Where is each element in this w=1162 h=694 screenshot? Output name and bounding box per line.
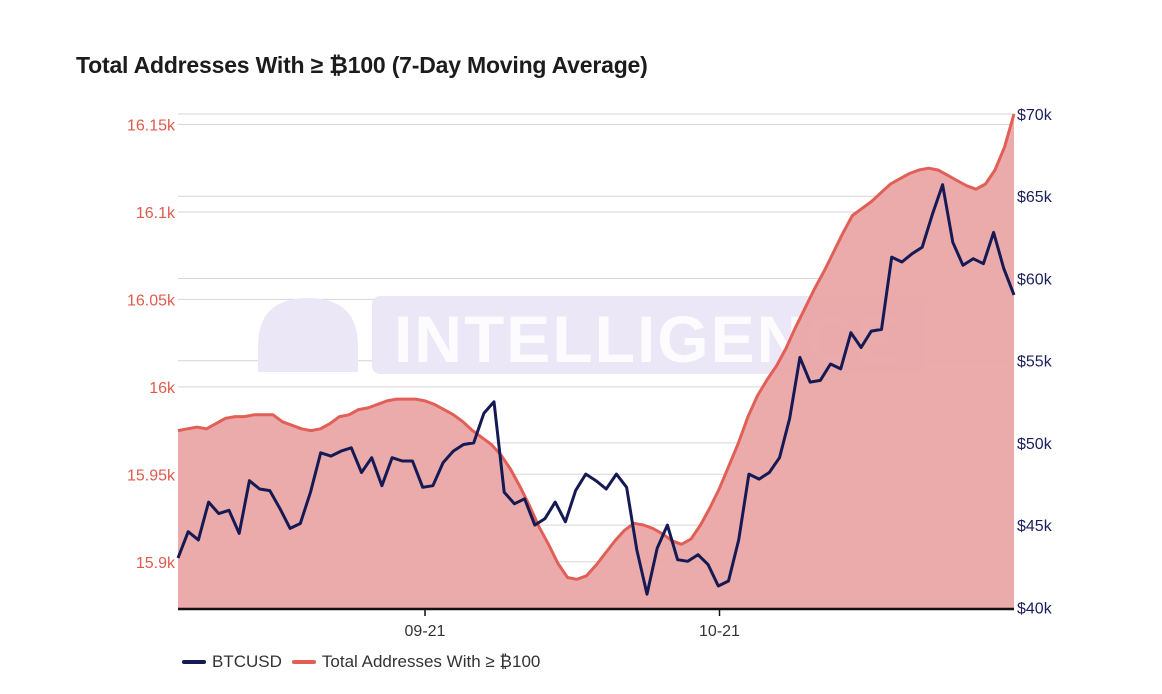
legend: BTCUSD Total Addresses With ≥ ₿100 — [182, 652, 540, 672]
left-tick-label: 16.15k — [127, 118, 176, 135]
right-axis: $40k $45k $50k $55k $60k $65k $70k — [1017, 107, 1053, 617]
addresses-series-line — [177, 113, 1016, 581]
right-tick-label: $50k — [1017, 436, 1053, 453]
right-tick-label: $60k — [1017, 272, 1053, 289]
left-tick-label: 16.05k — [127, 292, 176, 309]
addresses-area-fill — [178, 114, 1014, 609]
left-axis: 15.9k 15.95k 16k 16.05k 16.1k 16.15k — [127, 118, 176, 572]
right-tick-label: $65k — [1017, 189, 1053, 206]
left-tick-label: 15.9k — [136, 555, 176, 572]
left-tick-label: 15.95k — [127, 467, 176, 484]
legend-swatch-btcusd — [182, 660, 206, 664]
legend-label-btcusd: BTCUSD — [212, 652, 282, 671]
x-tick-label: 09-21 — [405, 623, 446, 640]
right-tick-label: $40k — [1017, 600, 1053, 617]
legend-item-addresses[interactable]: Total Addresses With ≥ ₿100 — [291, 652, 541, 672]
chart-title: Total Addresses With ≥ ₿100 (7-Day Movin… — [76, 52, 648, 78]
left-tick-label: 16k — [149, 380, 176, 397]
right-tick-label: $45k — [1017, 518, 1053, 535]
watermark-logo-icon — [258, 298, 358, 372]
btcusd-series-line — [176, 183, 1016, 596]
x-tick-label: 10-21 — [699, 623, 740, 640]
legend-swatch-addresses — [291, 660, 316, 664]
x-axis: 09-21 10-21 — [405, 609, 740, 640]
legend-label-addresses: Total Addresses With ≥ ₿100 — [321, 652, 541, 671]
right-tick-label: $55k — [1017, 354, 1053, 371]
right-tick-label: $70k — [1017, 107, 1053, 124]
left-tick-label: 16.1k — [136, 205, 176, 222]
legend-item-btcusd[interactable]: BTCUSD — [182, 652, 282, 672]
